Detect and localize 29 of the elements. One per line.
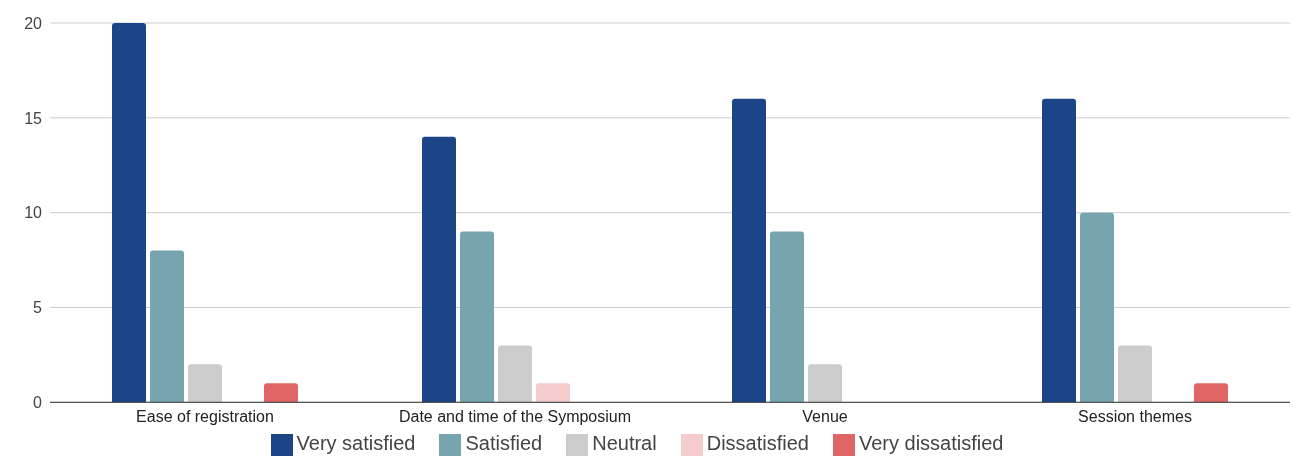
bar xyxy=(1118,345,1152,403)
bar xyxy=(1042,98,1076,403)
legend-label: Very satisfied xyxy=(296,432,416,455)
y-tick-label: 20 xyxy=(24,14,43,32)
bar xyxy=(498,345,532,403)
legend-label: Satisfied xyxy=(465,432,543,455)
bar xyxy=(770,231,804,403)
bar xyxy=(1080,212,1114,403)
bar xyxy=(188,364,222,403)
legend-label: Very dissatisfied xyxy=(858,432,1004,455)
legend-label: Neutral xyxy=(592,432,657,455)
bar xyxy=(536,383,570,403)
x-tick-label: Venue xyxy=(802,407,848,425)
y-tick-label: 15 xyxy=(24,109,43,127)
y-tick-label: 5 xyxy=(33,299,43,317)
bar xyxy=(1194,383,1228,403)
bar xyxy=(460,231,494,403)
x-tick-label: Date and time of the Symposium xyxy=(398,407,632,425)
bar xyxy=(150,250,184,403)
y-tick-label: 10 xyxy=(24,204,43,222)
bar xyxy=(422,136,456,403)
y-tick-label: 0 xyxy=(33,393,43,411)
legend-label: Dissatisfied xyxy=(706,432,809,455)
bar xyxy=(112,23,146,403)
bar xyxy=(808,364,842,403)
bar xyxy=(732,98,766,403)
x-tick-label: Session themes xyxy=(1078,407,1192,425)
bar xyxy=(264,383,298,403)
x-tick-label: Ease of registration xyxy=(136,407,274,425)
